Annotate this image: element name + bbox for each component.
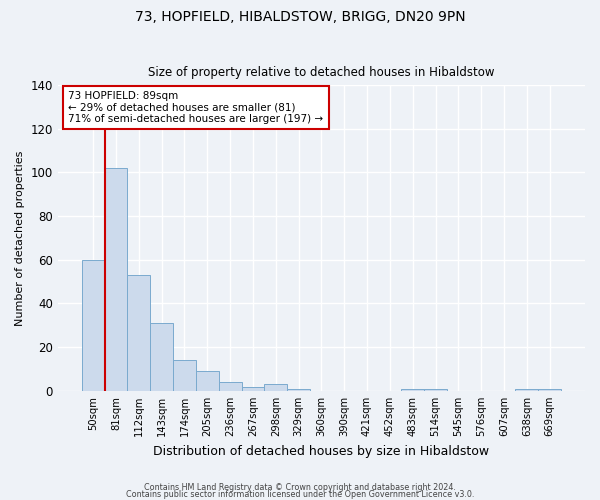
Bar	[150, 323, 173, 391]
Text: 73 HOPFIELD: 89sqm
← 29% of detached houses are smaller (81)
71% of semi-detache: 73 HOPFIELD: 89sqm ← 29% of detached hou…	[68, 91, 323, 124]
Bar	[515, 388, 538, 391]
Bar	[424, 388, 447, 391]
Bar	[265, 384, 287, 391]
Bar	[104, 168, 127, 391]
Bar	[218, 382, 242, 391]
Text: 73, HOPFIELD, HIBALDSTOW, BRIGG, DN20 9PN: 73, HOPFIELD, HIBALDSTOW, BRIGG, DN20 9P…	[134, 10, 466, 24]
Bar	[538, 388, 561, 391]
Bar	[173, 360, 196, 391]
Title: Size of property relative to detached houses in Hibaldstow: Size of property relative to detached ho…	[148, 66, 494, 80]
Y-axis label: Number of detached properties: Number of detached properties	[15, 150, 25, 326]
Bar	[127, 275, 150, 391]
Bar	[196, 372, 218, 391]
Bar	[287, 388, 310, 391]
Bar	[401, 388, 424, 391]
Bar	[242, 386, 265, 391]
Text: Contains HM Land Registry data © Crown copyright and database right 2024.: Contains HM Land Registry data © Crown c…	[144, 484, 456, 492]
Bar	[82, 260, 104, 391]
X-axis label: Distribution of detached houses by size in Hibaldstow: Distribution of detached houses by size …	[154, 444, 490, 458]
Text: Contains public sector information licensed under the Open Government Licence v3: Contains public sector information licen…	[126, 490, 474, 499]
